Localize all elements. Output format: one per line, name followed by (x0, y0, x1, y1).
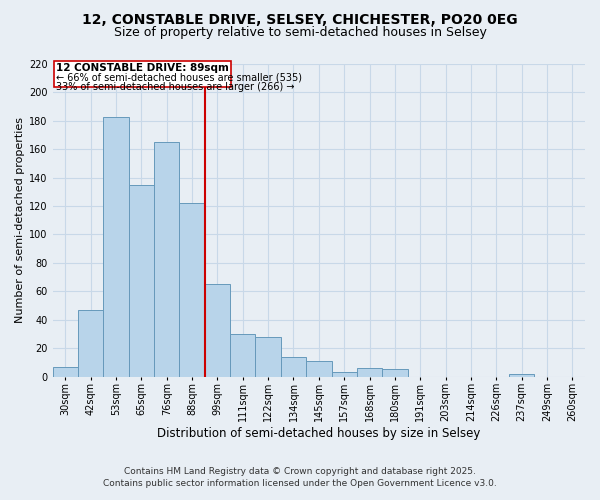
Text: Contains HM Land Registry data © Crown copyright and database right 2025.
Contai: Contains HM Land Registry data © Crown c… (103, 466, 497, 487)
Bar (509, 374, 535, 376)
Text: 33% of semi-detached houses are larger (266) →: 33% of semi-detached houses are larger (… (56, 82, 295, 92)
Text: ← 66% of semi-detached houses are smaller (535): ← 66% of semi-detached houses are smalle… (56, 72, 302, 83)
Bar (306, 361, 332, 376)
X-axis label: Distribution of semi-detached houses by size in Selsey: Distribution of semi-detached houses by … (157, 427, 481, 440)
Bar (78, 310, 103, 376)
Text: 12 CONSTABLE DRIVE: 89sqm: 12 CONSTABLE DRIVE: 89sqm (56, 64, 229, 74)
Bar (154, 142, 179, 376)
Y-axis label: Number of semi-detached properties: Number of semi-detached properties (15, 118, 25, 324)
Bar (179, 203, 205, 376)
Bar (382, 370, 407, 376)
Bar (332, 372, 357, 376)
Bar (281, 356, 306, 376)
Bar (256, 336, 281, 376)
Bar (53, 366, 78, 376)
Bar (129, 184, 154, 376)
Bar (205, 284, 230, 376)
Bar (103, 116, 129, 376)
Bar (357, 368, 382, 376)
Text: Size of property relative to semi-detached houses in Selsey: Size of property relative to semi-detach… (113, 26, 487, 39)
FancyBboxPatch shape (54, 61, 232, 86)
Bar (230, 334, 256, 376)
Text: 12, CONSTABLE DRIVE, SELSEY, CHICHESTER, PO20 0EG: 12, CONSTABLE DRIVE, SELSEY, CHICHESTER,… (82, 12, 518, 26)
